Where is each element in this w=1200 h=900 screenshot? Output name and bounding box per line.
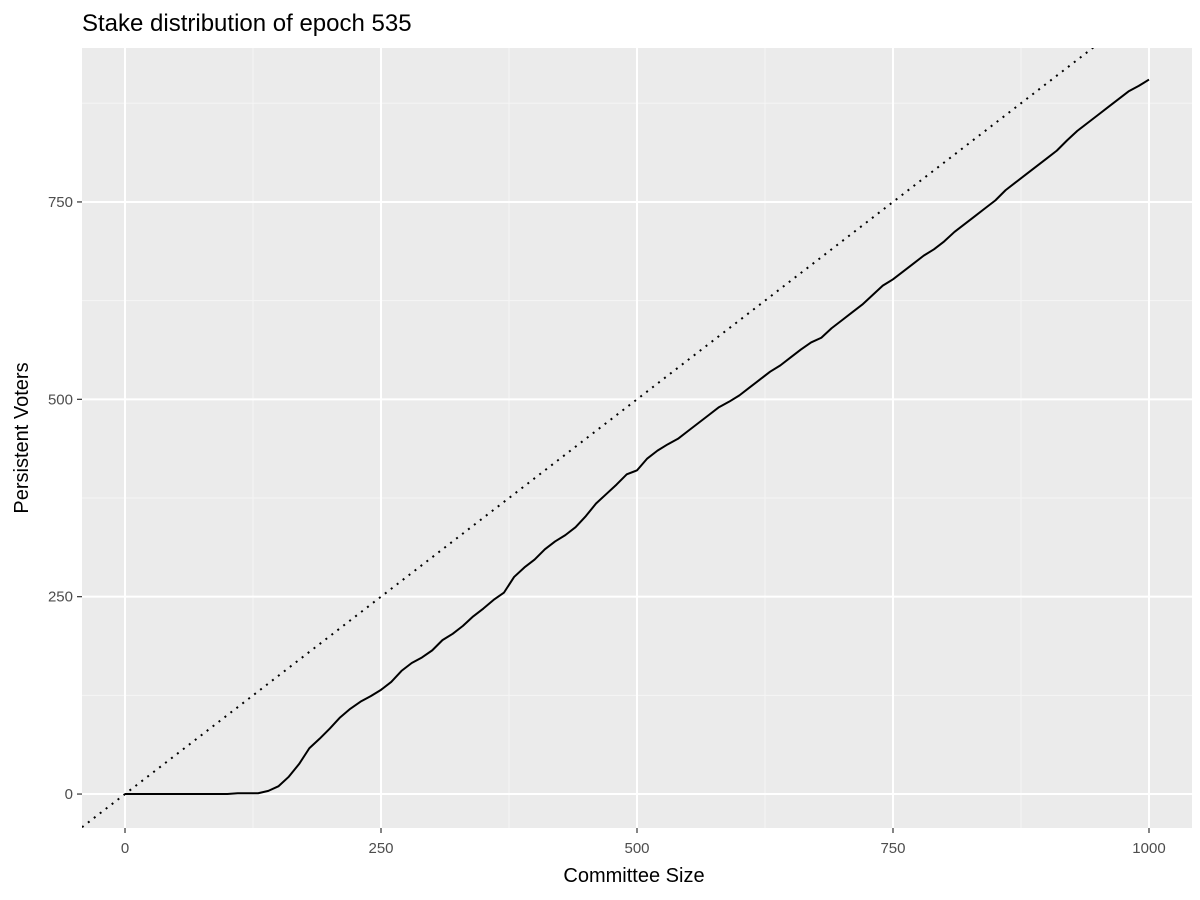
x-axis-ticks: 0 250 500 750 1000 xyxy=(121,828,1166,857)
identity-reference-line xyxy=(82,48,1095,828)
chart-title: Stake distribution of epoch 535 xyxy=(82,10,412,37)
x-tick-label-1: 250 xyxy=(368,840,393,857)
y-axis-ticks: 0 250 500 750 xyxy=(48,194,82,803)
y-tick-label-3: 750 xyxy=(48,194,73,211)
y-axis-title: Persistent Voters xyxy=(11,362,33,513)
major-gridlines xyxy=(82,48,1192,828)
x-tick-label-4: 1000 xyxy=(1132,840,1165,857)
x-tick-label-0: 0 xyxy=(121,840,129,857)
x-axis-title: Committee Size xyxy=(563,865,704,887)
y-tick-label-0: 0 xyxy=(65,786,73,803)
y-tick-label-1: 250 xyxy=(48,589,73,606)
x-tick-label-3: 750 xyxy=(880,840,905,857)
persistent-voters-line xyxy=(125,78,1150,796)
x-tick-label-2: 500 xyxy=(624,840,649,857)
y-tick-label-2: 500 xyxy=(48,391,73,408)
